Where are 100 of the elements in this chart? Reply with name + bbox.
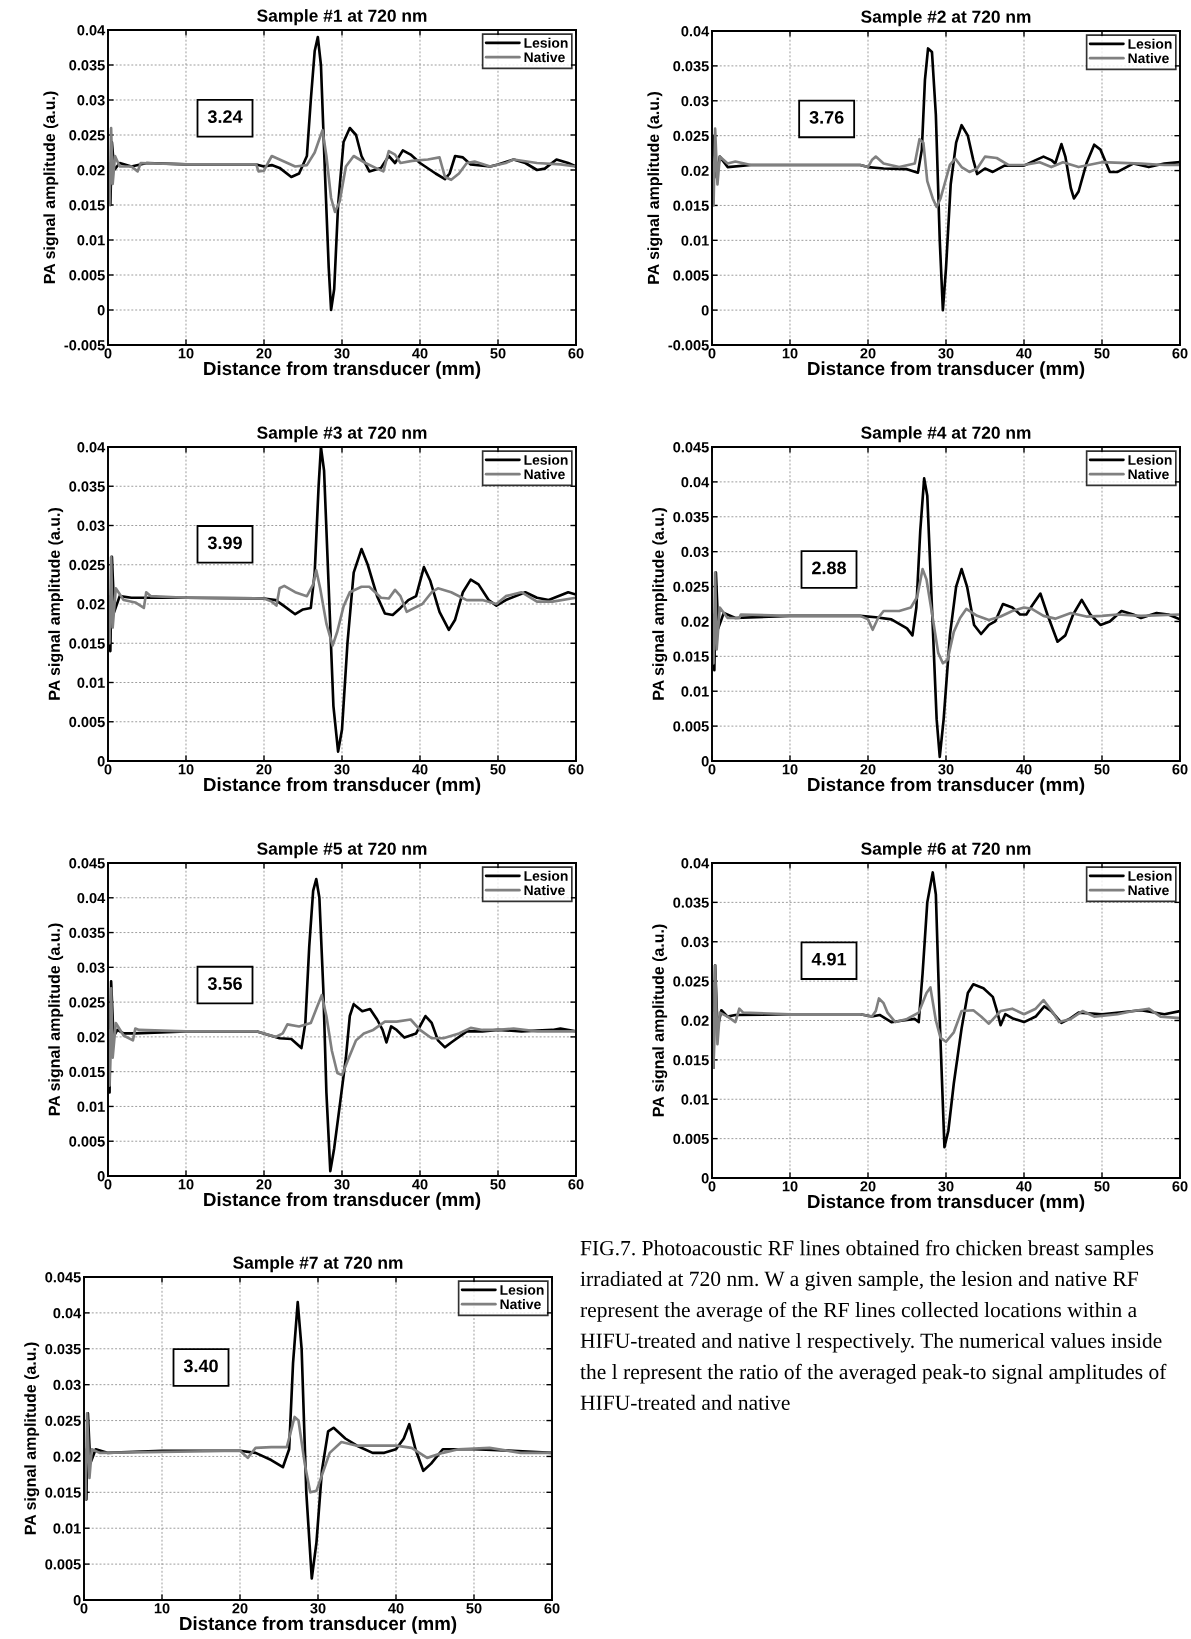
y-tick-label: 0.04 bbox=[681, 26, 710, 37]
y-tick-label: 0.035 bbox=[69, 60, 105, 71]
y-tick-label: 0 bbox=[97, 1171, 105, 1182]
x-tick-label: 30 bbox=[334, 764, 350, 775]
annotation: 4.91 bbox=[811, 952, 847, 966]
y-tick-label: 0.035 bbox=[673, 897, 709, 908]
y-tick-label: 0.03 bbox=[681, 95, 709, 107]
x-axis-title: Distance from transducer (mm) bbox=[808, 777, 1085, 795]
x-tick-label: 40 bbox=[412, 764, 428, 775]
y-tick-label: 0.04 bbox=[681, 476, 710, 488]
line-series bbox=[108, 126, 576, 214]
chart-title: Sample #6 at 720 nm bbox=[861, 842, 1031, 859]
chart-title: Sample #2 at 720 nm bbox=[861, 10, 1031, 27]
x-tick-label: 50 bbox=[490, 1179, 506, 1190]
x-tick-label: 30 bbox=[334, 348, 350, 359]
y-tick-label: 0 bbox=[97, 756, 105, 767]
x-tick-label: 60 bbox=[1172, 1181, 1188, 1192]
y-tick-label: 0.015 bbox=[69, 200, 105, 211]
y-tick-label: -0.005 bbox=[64, 340, 105, 351]
x-tick-label: 30 bbox=[938, 764, 954, 775]
y-tick-label: 0.04 bbox=[77, 892, 106, 904]
y-tick-label: 0.035 bbox=[673, 511, 709, 523]
y-tick-label: 0.01 bbox=[681, 235, 709, 246]
x-tick-label: 10 bbox=[178, 348, 194, 359]
x-tick-label: 20 bbox=[256, 348, 272, 359]
x-tick-label: 20 bbox=[256, 764, 272, 775]
y-tick-label: 0.04 bbox=[77, 25, 106, 36]
x-tick-label: 10 bbox=[178, 1179, 194, 1190]
legend-label: Native bbox=[524, 468, 565, 480]
chart-title: Sample #3 at 720 nm bbox=[257, 426, 427, 443]
y-axis-title: PA signal amplitude (a.u.) bbox=[48, 923, 64, 1116]
annotation: 3.99 bbox=[207, 536, 242, 550]
y-tick-label: 0.025 bbox=[673, 130, 709, 142]
y-tick-label: 0.03 bbox=[681, 546, 709, 558]
x-tick-label: 30 bbox=[310, 1603, 326, 1614]
x-tick-label: 50 bbox=[1094, 348, 1110, 359]
legend-label: Native bbox=[1128, 884, 1169, 896]
y-tick-label: 0.015 bbox=[45, 1487, 81, 1498]
y-tick-label: 0.025 bbox=[673, 581, 709, 592]
y-tick-label: 0 bbox=[73, 1595, 81, 1606]
y-tick-label: 0.01 bbox=[77, 235, 105, 246]
y-tick-label: 0.035 bbox=[45, 1343, 81, 1355]
x-tick-label: 20 bbox=[256, 1179, 272, 1190]
caption: FIG.7. Photoacoustic RF lines obtained fro chicken breast samples irradiated at 720 nm. W a given sample, the lesion and native RF represent the average of the RF lines collected locations within a HIFU-treated and native l respectively. The numerical values inside the l represent the ratio of the averaged peak-to signal amplitudes of HIFU-treated and native bbox=[580, 1240, 1167, 1411]
x-tick-label: 10 bbox=[782, 1181, 798, 1192]
x-tick-label: 40 bbox=[412, 1179, 428, 1190]
x-tick-label: 40 bbox=[1016, 764, 1032, 775]
legend-label: Native bbox=[500, 1298, 541, 1310]
y-tick-label: 0.04 bbox=[77, 442, 106, 453]
line-series bbox=[84, 1412, 552, 1501]
x-tick-label: 20 bbox=[860, 764, 876, 775]
y-tick-label: 0.015 bbox=[69, 1066, 105, 1078]
legend-label: Lesion bbox=[500, 1284, 544, 1295]
x-tick-label: 50 bbox=[490, 348, 506, 359]
x-tick-label: 50 bbox=[490, 764, 506, 775]
y-tick-label: 0.025 bbox=[673, 976, 709, 987]
x-tick-label: 30 bbox=[334, 1179, 350, 1190]
y-tick-label: 0.015 bbox=[673, 1054, 709, 1066]
x-tick-label: 10 bbox=[782, 348, 798, 359]
legend-label: Lesion bbox=[524, 870, 568, 881]
y-axis-title: PA signal amplitude (a.u.) bbox=[24, 1342, 40, 1535]
chart-title: Sample #7 at 720 nm bbox=[233, 1256, 403, 1273]
line-series bbox=[712, 964, 1180, 1070]
annotation: 3.24 bbox=[207, 110, 243, 124]
y-tick-label: 0.04 bbox=[53, 1307, 82, 1319]
y-tick-label: -0.005 bbox=[668, 340, 709, 351]
y-tick-label: 0.02 bbox=[77, 1031, 105, 1043]
legend-label: Lesion bbox=[1128, 38, 1172, 49]
y-tick-label: 0.005 bbox=[45, 1559, 81, 1570]
x-tick-label: 60 bbox=[568, 348, 584, 359]
y-tick-label: 0.025 bbox=[69, 997, 105, 1008]
y-tick-label: 0.02 bbox=[77, 165, 105, 176]
x-axis-title: Distance from transducer (mm) bbox=[808, 1194, 1085, 1212]
y-tick-label: 0.025 bbox=[45, 1415, 81, 1426]
y-tick-label: 0.02 bbox=[681, 1015, 709, 1026]
y-tick-label: 0.02 bbox=[681, 616, 709, 627]
y-axis-title: PA signal amplitude (a.u.) bbox=[647, 92, 663, 284]
legend-label: Native bbox=[1128, 468, 1169, 480]
y-tick-label: 0.005 bbox=[673, 721, 709, 732]
legend-label: Lesion bbox=[1128, 454, 1172, 465]
x-tick-label: 40 bbox=[412, 348, 428, 359]
x-tick-label: 60 bbox=[544, 1603, 560, 1614]
y-tick-label: 0.025 bbox=[69, 130, 105, 141]
y-axis-title: PA signal amplitude (a.u.) bbox=[43, 91, 59, 284]
y-tick-label: 0.045 bbox=[69, 858, 105, 869]
y-tick-label: 0.01 bbox=[77, 677, 105, 688]
x-tick-label: 60 bbox=[1172, 348, 1188, 359]
y-tick-label: 0.045 bbox=[45, 1272, 81, 1283]
y-tick-label: 0.035 bbox=[69, 481, 105, 492]
x-tick-label: 60 bbox=[568, 1179, 584, 1190]
annotation: 2.88 bbox=[812, 561, 847, 575]
chart-title: Sample #4 at 720 nm bbox=[861, 426, 1031, 443]
y-tick-label: 0.03 bbox=[77, 520, 105, 531]
y-tick-label: 0.035 bbox=[69, 927, 105, 938]
legend-label: Lesion bbox=[524, 37, 568, 48]
y-tick-label: 0.02 bbox=[77, 599, 105, 610]
annotation: 3.76 bbox=[809, 110, 844, 124]
y-tick-label: 0.01 bbox=[53, 1523, 81, 1534]
y-tick-label: 0.005 bbox=[69, 1136, 105, 1147]
y-tick-label: 0.04 bbox=[681, 858, 710, 869]
